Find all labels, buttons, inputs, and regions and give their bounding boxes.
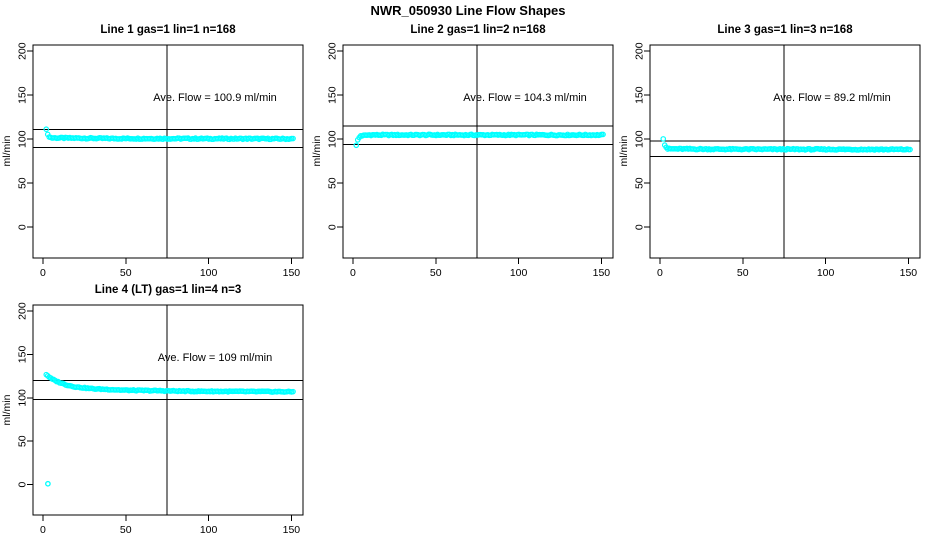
y-tick-label: 0 <box>17 224 29 230</box>
plot-area: 0 50 100 150 0 50 100 150 200 <box>634 42 921 279</box>
ave-flow-annotation: Ave. Flow = 109 ml/min <box>158 352 272 364</box>
x-tick-label: 150 <box>283 267 301 279</box>
x-tick-label: 100 <box>200 267 218 279</box>
panel-line1-chart: Line 1 gas=1 lin=1 n=168 ml/min 0 50 100 15… <box>1 24 304 279</box>
x-tick-label: 0 <box>657 267 663 279</box>
y-axis-label: ml/min <box>311 135 323 166</box>
data-point <box>290 388 296 395</box>
y-tick-label: 0 <box>634 224 646 230</box>
y-tick-label: 50 <box>327 177 339 189</box>
y-tick-label: 100 <box>634 130 646 148</box>
y-tick-label: 50 <box>17 435 29 447</box>
y-tick-label: 50 <box>17 177 29 189</box>
x-tick-label: 50 <box>120 267 132 279</box>
plot-box <box>649 44 921 259</box>
x-tick-label: 0 <box>350 267 356 279</box>
x-tick-label: 50 <box>120 524 132 536</box>
figure-title: NWR_050930 Line Flow Shapes <box>370 3 566 18</box>
data-point <box>907 146 913 153</box>
data-point <box>43 126 50 133</box>
panel-line4-chart: Line 4 (LT) gas=1 lin=4 n=3 ml/min 0 50 10… <box>1 284 304 536</box>
y-tick-label: 150 <box>17 346 29 364</box>
y-tick-label: 100 <box>17 389 29 407</box>
panel-title: Line 2 gas=1 lin=2 n=168 <box>410 24 546 36</box>
plot-area: 0 50 100 150 0 50 100 150 200 <box>17 42 304 279</box>
x-tick-label: 150 <box>593 267 611 279</box>
y-tick-label: 200 <box>634 42 646 60</box>
ave-flow-annotation: Ave. Flow = 104.3 ml/min <box>463 92 587 104</box>
x-tick-label: 100 <box>510 267 528 279</box>
y-tick-label: 200 <box>17 302 29 320</box>
data-point <box>353 142 360 149</box>
x-tick-label: 100 <box>817 267 835 279</box>
y-tick-label: 100 <box>17 130 29 148</box>
data-point <box>600 131 606 138</box>
panel-title: Line 1 gas=1 lin=1 n=168 <box>100 24 236 36</box>
y-tick-label: 50 <box>634 177 646 189</box>
plot-area: 0 50 100 150 0 50 100 150 200 <box>327 42 614 279</box>
y-tick-label: 200 <box>17 42 29 60</box>
y-axis-label: ml/min <box>1 394 13 425</box>
y-tick-label: 150 <box>634 86 646 104</box>
data-point <box>660 136 667 142</box>
x-tick-label: 100 <box>200 524 218 536</box>
y-tick-label: 150 <box>327 86 339 104</box>
x-tick-label: 150 <box>900 267 918 279</box>
x-tick-label: 50 <box>737 267 749 279</box>
panel-title: Line 4 (LT) gas=1 lin=4 n=3 <box>95 284 241 296</box>
y-tick-label: 200 <box>327 42 339 60</box>
x-tick-label: 0 <box>40 524 46 536</box>
y-tick-label: 0 <box>17 482 29 488</box>
y-axis-label: ml/min <box>1 135 13 166</box>
panel-title: Line 3 gas=1 lin=3 n=168 <box>717 24 853 36</box>
ave-flow-annotation: Ave. Flow = 89.2 ml/min <box>773 92 890 104</box>
ave-flow-annotation: Ave. Flow = 100.9 ml/min <box>153 92 277 104</box>
outlier-data-point <box>45 480 51 487</box>
data-point <box>290 135 296 142</box>
y-tick-label: 100 <box>327 130 339 148</box>
y-tick-label: 150 <box>17 86 29 104</box>
y-tick-label: 0 <box>327 224 339 230</box>
panel-line3-chart: Line 3 gas=1 lin=3 n=168 ml/min 0 50 100 15… <box>618 24 921 279</box>
plot-area: 0 50 100 150 0 50 100 150 200 <box>17 302 304 536</box>
panel-line2-chart: Line 2 gas=1 lin=2 n=168 ml/min 0 50 100 15… <box>311 24 614 279</box>
x-tick-label: 150 <box>283 524 301 536</box>
plot-box <box>32 304 304 516</box>
x-tick-label: 50 <box>430 267 442 279</box>
x-tick-label: 0 <box>40 267 46 279</box>
plot-box <box>32 44 304 259</box>
y-axis-label: ml/min <box>618 135 630 166</box>
plot-box <box>342 44 614 259</box>
